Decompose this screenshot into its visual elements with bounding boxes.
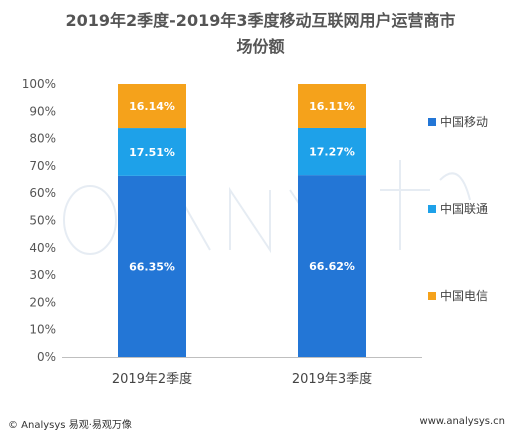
- x-tick-label: 2019年3季度: [292, 371, 372, 387]
- bar-segment: [118, 128, 186, 176]
- data-label: 17.51%: [129, 146, 175, 159]
- y-tick-label: 20%: [29, 295, 56, 309]
- bar-segment: [118, 84, 186, 129]
- bar-segment: [298, 127, 366, 176]
- data-label: 16.11%: [309, 100, 355, 113]
- y-tick-label: 40%: [29, 241, 56, 255]
- y-tick-label: 100%: [22, 77, 56, 91]
- chart-title-line-2: 场份额: [236, 37, 285, 56]
- legend-swatch: [428, 118, 436, 126]
- chart-title-line-1: 2019年2季度-2019年3季度移动互联网用户运营商市: [65, 11, 456, 30]
- bar-segment: [298, 175, 366, 357]
- legend-item: 中国移动: [428, 114, 488, 129]
- y-tick-label: 30%: [29, 268, 56, 282]
- bars: 66.35% 17.51% 16.14% 66.62% 17.27% 16.11%: [118, 84, 366, 357]
- data-label: 66.35%: [129, 260, 175, 273]
- y-tick-label: 0%: [37, 350, 56, 364]
- y-axis: 0% 10% 20% 30% 40% 50% 60% 70% 80% 90% 100%: [22, 77, 56, 364]
- data-label: 17.27%: [309, 146, 355, 159]
- legend-swatch: [428, 205, 436, 213]
- legend-item: 中国电信: [428, 288, 488, 303]
- footer-url: www.analysys.cn: [419, 416, 505, 427]
- legend-label: 中国移动: [440, 114, 488, 129]
- y-tick-label: 50%: [29, 214, 56, 228]
- data-label: 16.14%: [129, 100, 175, 113]
- y-tick-label: 10%: [29, 323, 56, 337]
- footer-copyright: © Analysys 易观·易观万像: [8, 420, 132, 431]
- legend-label: 中国联通: [440, 201, 488, 216]
- y-tick-label: 80%: [29, 132, 56, 146]
- data-label: 66.62%: [309, 260, 355, 273]
- y-tick-label: 60%: [29, 186, 56, 200]
- y-tick-label: 70%: [29, 159, 56, 173]
- y-tick-label: 90%: [29, 104, 56, 118]
- x-tick-label: 2019年2季度: [112, 371, 192, 387]
- legend-swatch: [428, 292, 436, 300]
- chart-title: 2019年2季度-2019年3季度移动互联网用户运营商市 场份额: [0, 8, 521, 60]
- bar-segment: [118, 175, 186, 357]
- legend-label: 中国电信: [440, 288, 488, 303]
- x-axis: 2019年2季度 2019年3季度: [62, 357, 422, 387]
- legend-item: 中国联通: [428, 201, 488, 216]
- bar-segment: [298, 84, 366, 128]
